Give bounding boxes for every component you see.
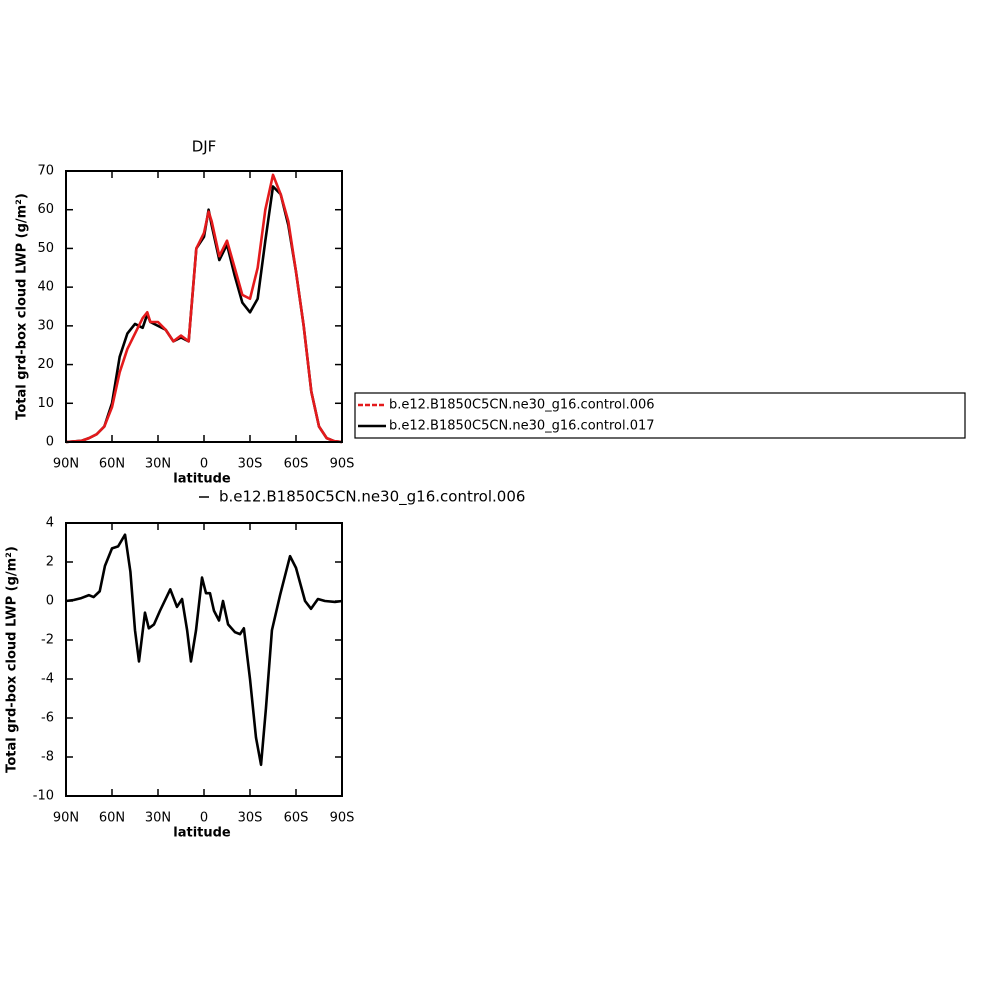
x-tick-label: 30N — [145, 811, 171, 826]
legend-label: b.e12.B1850C5CN.ne30_g16.control.006 — [219, 488, 525, 507]
legend-label: b.e12.B1850C5CN.ne30_g16.control.006 — [389, 398, 655, 413]
x-tick-label: 60S — [284, 811, 309, 826]
plot-frame — [65, 170, 343, 443]
y-tick-label: -10 — [33, 789, 54, 804]
y-tick-label: 30 — [37, 318, 54, 333]
y-tick-label: -2 — [41, 633, 54, 648]
x-axis-label: latitude — [173, 826, 231, 841]
y-tick-label: 0 — [46, 594, 54, 609]
y-tick-label: -6 — [41, 711, 54, 726]
x-tick-label: 30S — [238, 811, 263, 826]
plot-frame — [65, 522, 343, 797]
x-tick-label: 0 — [200, 457, 208, 472]
y-tick-label: -4 — [41, 672, 54, 687]
y-tick-label: 40 — [37, 280, 54, 295]
legend-box — [354, 392, 966, 439]
y-tick-label: 0 — [46, 435, 54, 450]
x-tick-label: 0 — [200, 811, 208, 826]
y-tick-label: 2 — [46, 555, 54, 570]
x-tick-label: 30N — [145, 457, 171, 472]
x-tick-label: 90N — [53, 457, 79, 472]
y-tick-label: 60 — [37, 202, 54, 217]
x-tick-label: 90S — [330, 811, 355, 826]
y-tick-label: -8 — [41, 750, 54, 765]
y-tick-label: 20 — [37, 357, 54, 372]
y-tick-label: 50 — [37, 241, 54, 256]
y-tick-label: 10 — [37, 396, 54, 411]
data-line — [65, 173, 343, 444]
legend-label: b.e12.B1850C5CN.ne30_g16.control.017 — [389, 419, 655, 434]
x-tick-label: 60S — [284, 457, 309, 472]
x-tick-label: 60N — [99, 457, 125, 472]
x-tick-label: 90N — [53, 811, 79, 826]
y-axis-label: Total grd-box cloud LWP (g/m²) — [5, 546, 20, 773]
y-tick-label: 4 — [46, 516, 54, 531]
x-tick-label: 60N — [99, 811, 125, 826]
data-line — [65, 533, 343, 767]
chart-title: DJF — [192, 138, 217, 156]
y-axis-label: Total grd-box cloud LWP (g/m²) — [15, 193, 30, 420]
y-tick-label: 70 — [37, 164, 54, 179]
x-axis-label: latitude — [173, 472, 231, 487]
x-tick-label: 30S — [238, 457, 263, 472]
x-tick-label: 90S — [330, 457, 355, 472]
